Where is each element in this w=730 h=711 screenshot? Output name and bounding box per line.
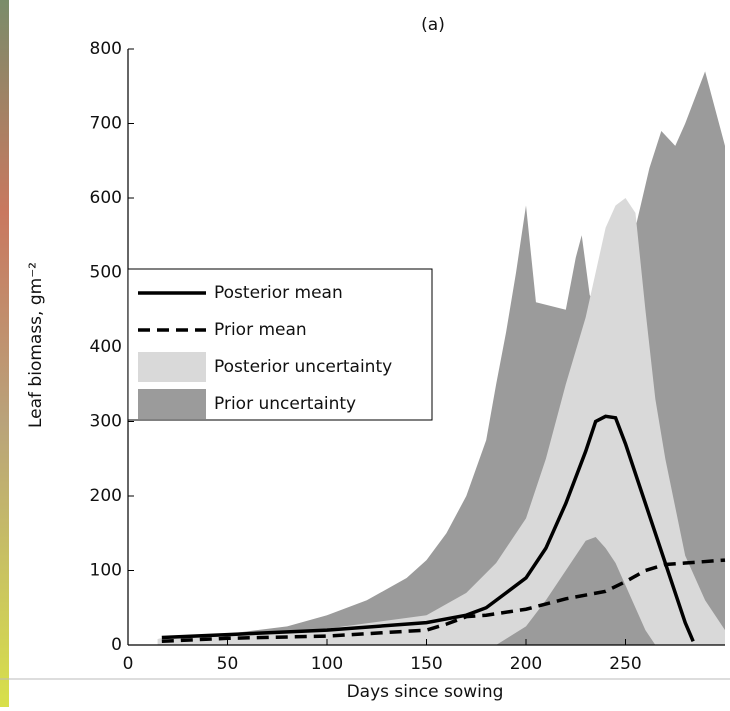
x-tick-label: 150 (410, 654, 442, 674)
y-tick-label: 200 (90, 486, 122, 506)
x-tick-label: 50 (217, 654, 239, 674)
x-tick-label: 250 (609, 654, 641, 674)
y-tick-label: 400 (90, 337, 122, 357)
mean-line (161, 414, 695, 642)
chart-title: (a) (421, 15, 445, 35)
x-axis-label: Days since sowing (347, 682, 504, 702)
mean-line (161, 558, 726, 644)
uncertainty-band (157, 198, 726, 645)
legend-label: Prior uncertainty (214, 394, 356, 414)
y-axis-label: Leaf biomass, gm⁻² (26, 262, 46, 428)
x-tick-label: 200 (510, 654, 542, 674)
y-tick-label: 300 (90, 412, 122, 432)
y-tick-label: 700 (90, 114, 122, 134)
legend-label: Prior mean (214, 320, 307, 340)
edge-strip (0, 0, 9, 707)
y-tick-label: 800 (90, 39, 122, 59)
x-tick-label: 0 (123, 654, 134, 674)
legend-label: Posterior uncertainty (214, 357, 392, 377)
legend-label: Posterior mean (214, 283, 343, 303)
legend-swatch (138, 389, 206, 419)
x-tick-label: 100 (311, 654, 343, 674)
y-tick-label: 500 (90, 263, 122, 283)
y-tick-label: 100 (90, 561, 122, 581)
y-tick-label: 600 (90, 188, 122, 208)
plot-area (157, 71, 726, 646)
legend-swatch (138, 352, 206, 382)
y-tick-label: 0 (111, 635, 122, 655)
legend: Posterior mean Prior mean Posterior uncert… (127, 268, 433, 421)
